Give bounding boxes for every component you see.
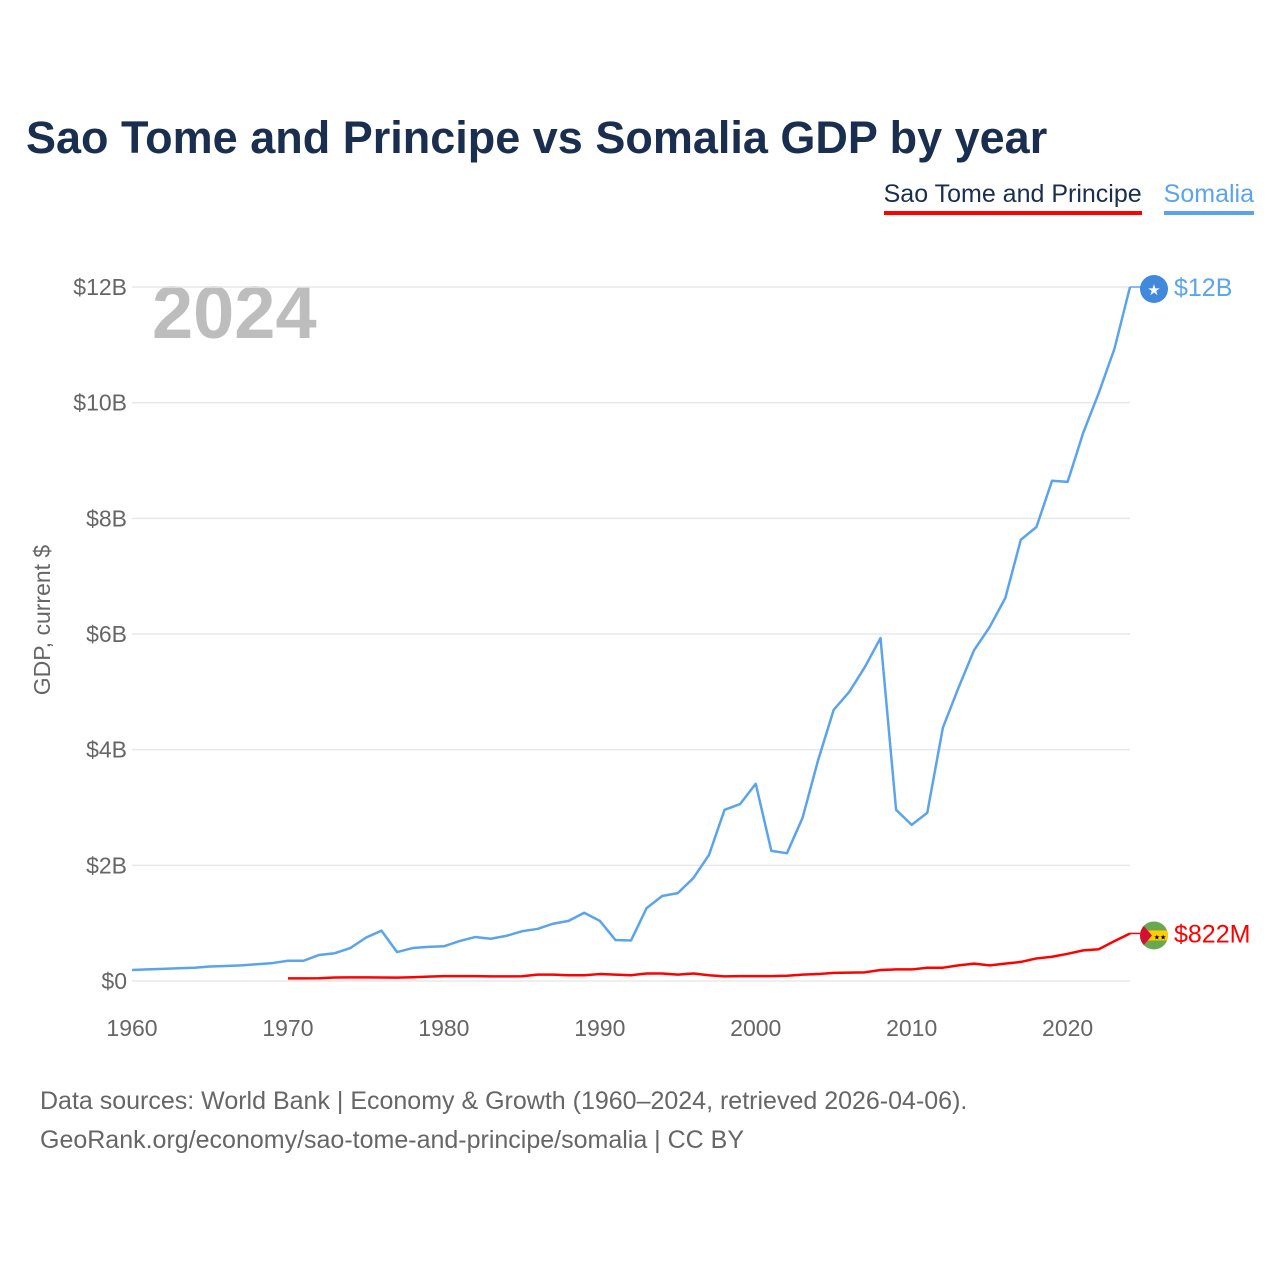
legend-item-somalia[interactable]: Somalia: [1163, 180, 1254, 215]
y-tick-label: $10B: [73, 390, 127, 416]
y-tick-label: $0: [101, 968, 127, 994]
x-tick-label: 1960: [106, 1015, 157, 1041]
y-tick-label: $2B: [86, 852, 127, 878]
year-label: 2024: [152, 271, 317, 354]
chart-title: Sao Tome and Principe vs Somalia GDP by …: [26, 112, 1048, 163]
y-axis-label: GDP, current $: [29, 545, 55, 696]
flag-body: ★★: [1140, 921, 1168, 950]
somalia-flag-icon: [1140, 275, 1168, 303]
star-icon: ★: [1147, 282, 1160, 299]
footer: Data sources: World Bank | Economy & Gro…: [40, 1082, 967, 1160]
source-text: Data sources: World Bank | Economy & Gro…: [40, 1087, 968, 1115]
y-tick-label: $8B: [86, 505, 127, 531]
svg-text:★★: ★★: [1154, 933, 1167, 941]
x-tick-label: 2010: [886, 1015, 937, 1041]
x-tick-label: 2000: [730, 1015, 781, 1041]
y-tick-label: $6B: [86, 621, 127, 647]
source-link[interactable]: GeoRank.org/economy/sao-tome-and-princip…: [40, 1126, 745, 1154]
x-tick-label: 1990: [574, 1015, 625, 1041]
end-value-label: $12B: [1174, 274, 1232, 302]
x-tick-label: 1970: [262, 1015, 313, 1041]
line-chart: 2024 $0 $2B $4B $6B $8B $10B $12B 1960 1970 1980 19…: [29, 271, 1250, 1041]
series-line-sao-tome: [287, 932, 1131, 980]
y-tick-label: $4B: [86, 737, 127, 763]
x-tick-label: 1980: [418, 1015, 469, 1041]
legend-item-sao-tome[interactable]: Sao Tome and Principe: [883, 180, 1142, 215]
legend: Sao Tome and Principe Somalia: [883, 180, 1254, 215]
end-value-label: $822M: [1174, 920, 1250, 948]
series-line-somalia: [131, 286, 1132, 972]
y-tick-label: $12B: [73, 274, 127, 300]
x-tick-label: 2020: [1042, 1015, 1093, 1041]
